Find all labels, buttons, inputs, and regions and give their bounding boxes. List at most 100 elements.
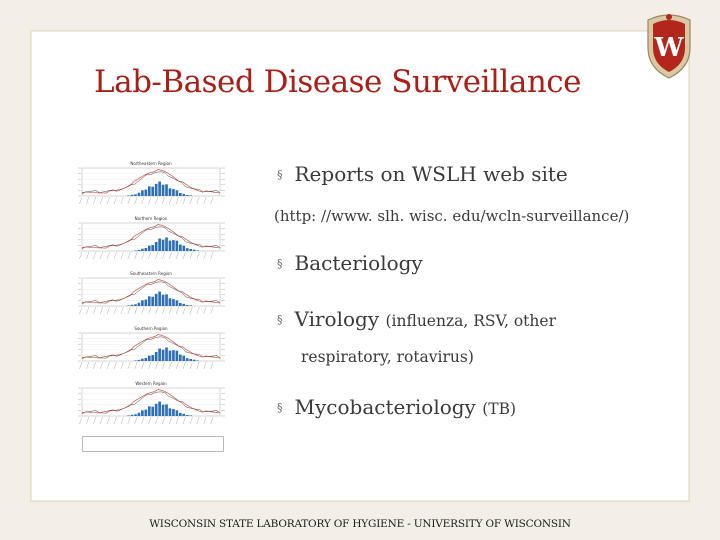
x-tick: [86, 196, 90, 205]
chart-bar: [154, 183, 158, 196]
region-chart-panel: Northern Region: [78, 216, 225, 260]
chart-bar: [137, 359, 141, 361]
chart-bar: [158, 291, 161, 306]
chart-bar: [154, 241, 158, 251]
x-tick: [182, 196, 186, 205]
bullet-marker: §: [277, 313, 283, 326]
chart-bar: [182, 193, 186, 196]
chart-bar: [165, 237, 168, 251]
region-chart-panel: Western Region: [78, 381, 225, 425]
x-tick: [210, 416, 214, 425]
x-tick: [175, 306, 179, 315]
chart-bar: [144, 409, 148, 416]
bullet-text: respiratory, rotavirus): [301, 348, 474, 366]
regional-charts-thumbnail: Northeastern Region Northern Region Southe…: [62, 158, 240, 458]
x-tick: [127, 361, 131, 370]
x-tick: [203, 306, 207, 315]
x-tick: [162, 196, 165, 205]
chart-bar: [141, 190, 144, 196]
x-tick: [210, 196, 214, 205]
chart-line-dark: [81, 336, 221, 358]
chart-bar: [189, 415, 192, 416]
bullet-marker: §: [277, 401, 283, 414]
x-tick: [141, 251, 145, 260]
region-chart-panel: Northeastern Region: [78, 161, 225, 205]
x-tick: [120, 416, 124, 425]
chart-line-red: [81, 224, 221, 249]
x-tick: [113, 251, 117, 260]
chart-bar: [151, 186, 155, 196]
chart-bar: [151, 406, 155, 416]
region-chart-panel: Southern Region: [78, 326, 225, 370]
x-tick: [175, 251, 179, 260]
x-tick: [106, 306, 110, 315]
x-tick: [169, 306, 172, 315]
x-tick: [210, 306, 214, 315]
x-tick: [196, 416, 200, 425]
bullet-virology-continued: respiratory, rotavirus): [301, 348, 474, 366]
chart-bar: [165, 184, 168, 196]
x-tick: [189, 251, 193, 260]
chart-bar: [144, 189, 148, 196]
x-tick: [182, 361, 186, 370]
chart-bar: [182, 413, 186, 416]
x-tick: [175, 361, 179, 370]
chart-bar: [182, 355, 186, 361]
chart-bar: [134, 304, 137, 306]
x-tick: [169, 361, 172, 370]
x-tick: [79, 306, 83, 315]
chart-bar: [165, 404, 168, 416]
chart-bar: [151, 355, 155, 361]
chart-bar: [141, 248, 144, 251]
x-tick: [120, 361, 124, 370]
x-tick: [155, 361, 159, 370]
x-tick: [106, 251, 110, 260]
surveillance-url[interactable]: (http: //www. slh. wisc. edu/wcln-survei…: [274, 207, 629, 225]
region-chart-title: Southern Region: [134, 326, 168, 331]
plot-frame: [81, 167, 221, 197]
x-tick: [155, 416, 159, 425]
chart-bar: [185, 195, 189, 196]
chart-bar: [161, 404, 165, 416]
chart-bar: [172, 350, 175, 361]
x-tick: [141, 196, 145, 205]
chart-bar: [185, 305, 189, 306]
x-tick: [134, 306, 138, 315]
x-tick: [100, 416, 103, 425]
plot-frame: [81, 387, 221, 417]
chart-bar: [192, 249, 196, 251]
x-tick: [113, 196, 117, 205]
x-tick: [169, 196, 172, 205]
x-tick: [106, 361, 110, 370]
chart-bar: [127, 305, 130, 306]
chart-bar: [172, 299, 175, 306]
region-chart-title: Northeastern Region: [130, 161, 172, 166]
chart-bar: [137, 302, 141, 306]
chart-bar: [147, 296, 151, 306]
chart-bar: [134, 194, 137, 196]
x-tick: [86, 416, 90, 425]
x-tick: [127, 251, 131, 260]
region-chart-panel: Southeastern Region: [78, 271, 225, 315]
chart-bar: [158, 401, 161, 416]
x-tick: [141, 361, 145, 370]
bullet-marker: §: [277, 168, 283, 181]
chart-bar: [175, 240, 179, 251]
chart-bar: [137, 249, 141, 251]
chart-bar: [158, 238, 161, 251]
x-tick: [162, 416, 165, 425]
chart-bar: [179, 412, 182, 416]
x-tick: [203, 251, 207, 260]
chart-bar: [137, 412, 141, 416]
x-tick: [79, 251, 83, 260]
chart-bar: [168, 408, 172, 416]
chart-bar: [144, 357, 148, 361]
charts-legend: [82, 436, 224, 452]
chart-bar: [151, 296, 155, 306]
x-tick: [79, 196, 83, 205]
x-tick: [175, 416, 179, 425]
chart-bar: [196, 250, 199, 251]
chart-bar: [168, 240, 172, 251]
x-tick: [134, 196, 138, 205]
